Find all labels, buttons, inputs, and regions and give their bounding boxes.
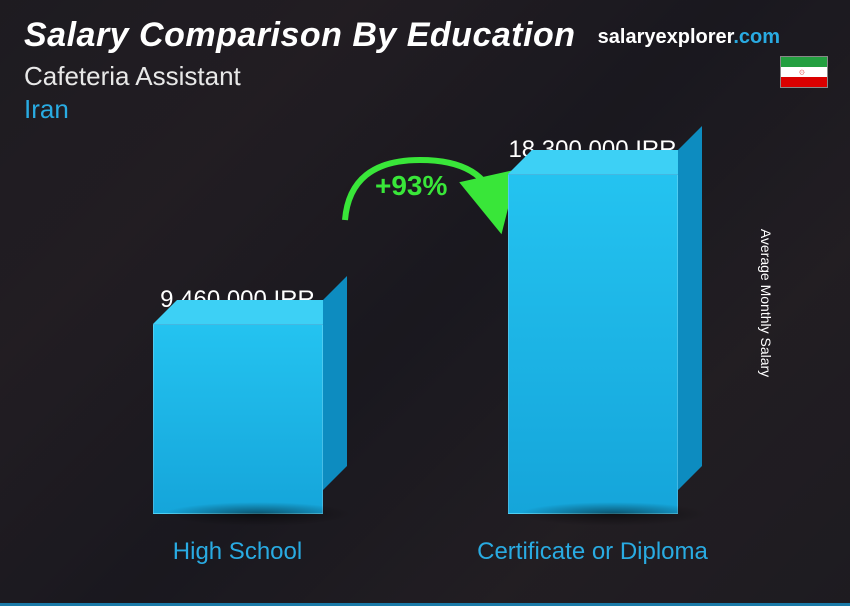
subtitle: Cafeteria Assistant [24,61,826,92]
brand-logo: salaryexplorer.com [598,26,780,49]
bars-container: 9,460,000 IRR High School 18,300,000 IRR… [60,160,770,566]
bar-col-1: 18,300,000 IRR Certificate or Diploma [463,136,723,566]
bar-category-0: High School [173,538,302,566]
chart-area: 9,460,000 IRR High School 18,300,000 IRR… [60,160,770,566]
brand-suffix: .com [733,26,780,48]
bar-category-1: Certificate or Diploma [477,538,708,566]
bar-0 [153,324,323,514]
country-label: Iran [24,94,826,125]
iran-flag-icon: ۞ [780,56,828,88]
bar-1 [508,174,678,514]
bar-col-0: 9,460,000 IRR High School [108,286,368,566]
brand-name: salaryexplorer [598,26,734,48]
